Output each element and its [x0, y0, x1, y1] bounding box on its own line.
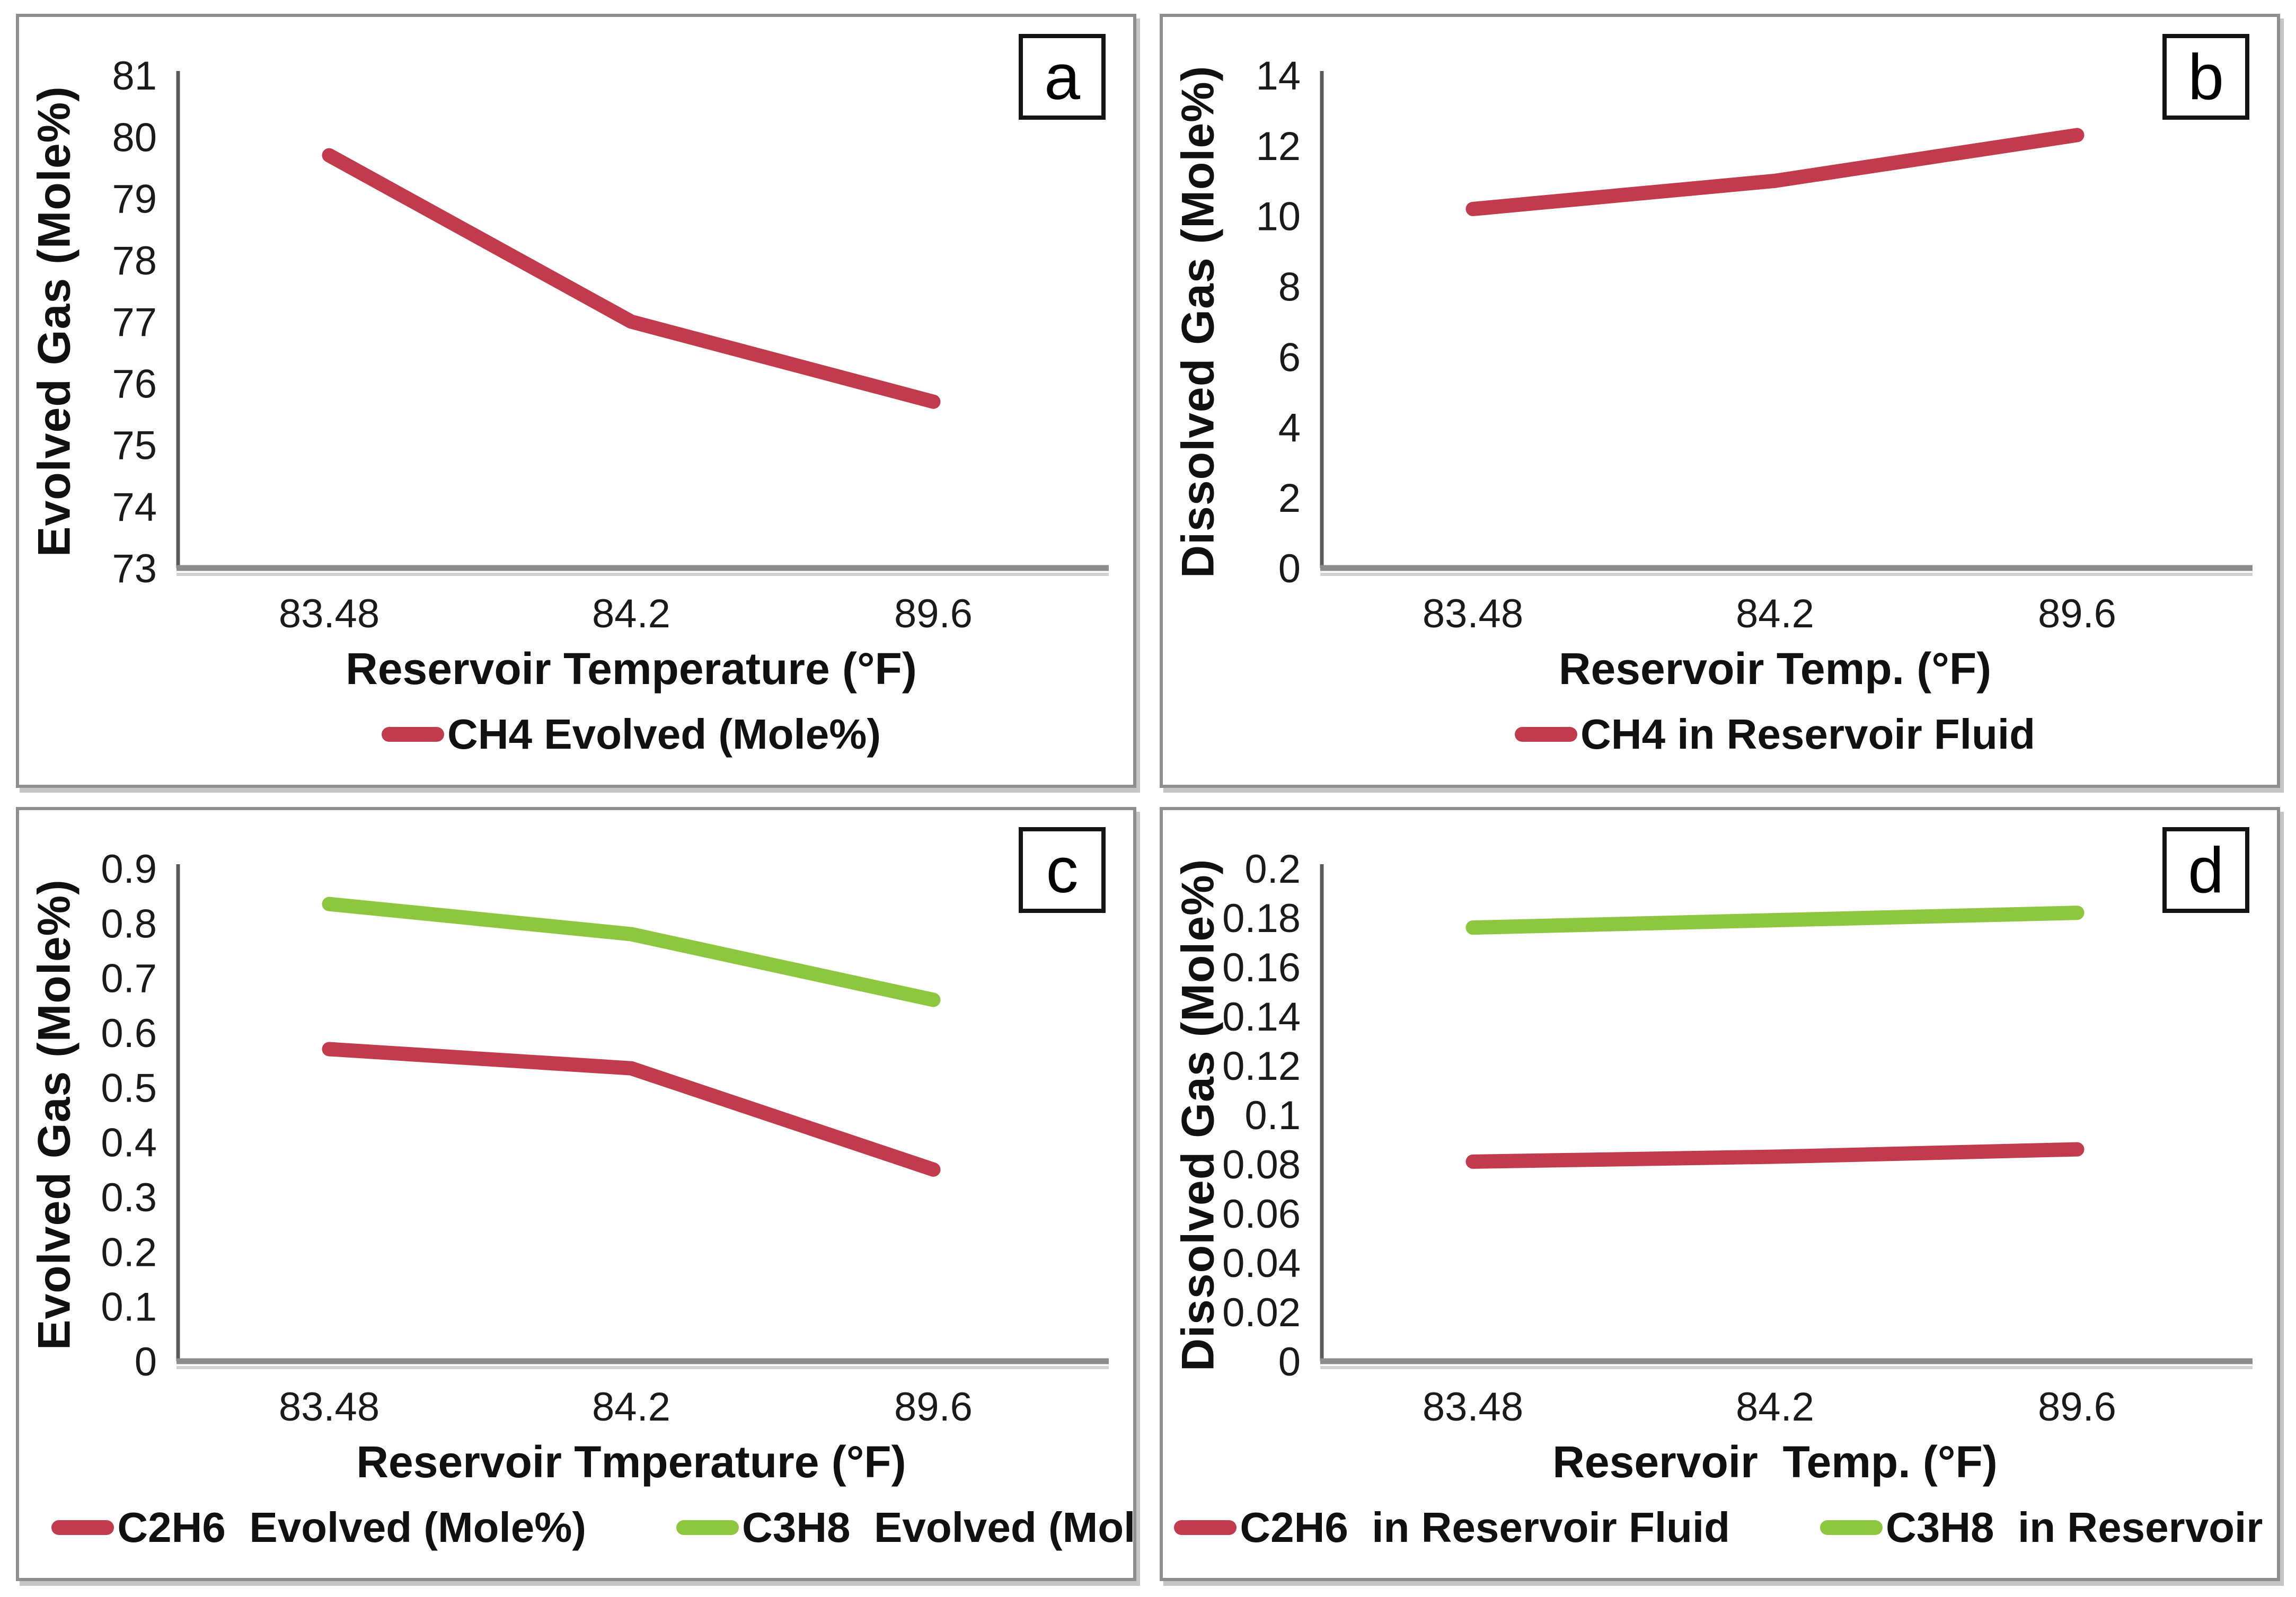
svg-text:0.7: 0.7 [101, 956, 157, 1001]
legend: C2H6 Evolved (Mole%) C3H8 Evolved (Mole%… [51, 1503, 1133, 1552]
legend-label: CH4 in Reservoir Fluid [1580, 711, 2035, 758]
legend-entry: C3H8 Evolved (Mole%) [676, 1503, 1136, 1552]
legend-label: C2H6 in Reservoir Fluid [1240, 1504, 1730, 1551]
svg-text:8: 8 [1278, 265, 1301, 310]
svg-text:76: 76 [112, 361, 157, 406]
svg-text:0.2: 0.2 [101, 1230, 157, 1275]
legend-label: CH4 Evolved (Mole%) [447, 711, 881, 758]
svg-text:0.12: 0.12 [1222, 1044, 1301, 1089]
y-axis-title: Dissolved Gas (Mole%) [1172, 65, 1224, 578]
panel-b: 14 12 10 8 6 4 2 0 83.48 84.2 89.6 Dissolved Gas (… [1160, 14, 2280, 788]
x-axis-title: Reservoir Tmperature (°F) [356, 1437, 906, 1487]
svg-text:89.6: 89.6 [894, 1385, 973, 1430]
x-axis-title: Reservoir Temp. (°F) [1558, 644, 1992, 694]
svg-text:0: 0 [1278, 546, 1301, 591]
svg-text:89.6: 89.6 [2038, 1385, 2116, 1430]
svg-text:84.2: 84.2 [1736, 1385, 1814, 1430]
svg-text:0.6: 0.6 [101, 1011, 157, 1056]
svg-text:0.9: 0.9 [101, 847, 157, 892]
svg-text:10: 10 [1256, 194, 1301, 239]
svg-text:83.48: 83.48 [1423, 591, 1523, 636]
svg-text:77: 77 [112, 300, 157, 345]
panel-letter-badge: c [1019, 827, 1106, 913]
svg-text:83.48: 83.48 [1423, 1385, 1523, 1430]
legend-label: C3H8 in Reservoir Fluid [1886, 1504, 2277, 1551]
y-axis-title: Evolved Gas (Mole%) [29, 86, 80, 557]
legend-entry: C2H6 in Reservoir Fluid [1174, 1503, 1730, 1552]
legend-line-swatch [1820, 1520, 1883, 1535]
svg-text:84.2: 84.2 [592, 591, 670, 636]
svg-text:0.06: 0.06 [1222, 1192, 1301, 1237]
panel-a: 81 80 79 78 77 76 75 74 73 83.48 84.2 89.6 Evolved … [16, 14, 1136, 788]
legend-label: C2H6 Evolved (Mole%) [117, 1504, 586, 1551]
legend-line-swatch [382, 727, 445, 742]
svg-text:84.2: 84.2 [592, 1385, 670, 1430]
legend-line-swatch [676, 1520, 739, 1535]
legend-entry: CH4 Evolved (Mole%) [382, 710, 881, 759]
svg-text:0.2: 0.2 [1244, 847, 1301, 892]
legend-line-swatch [51, 1520, 114, 1535]
x-axis-title: Reservoir Temp. (°F) [1552, 1437, 1998, 1487]
y-axis-title: Dissolved Gas (Mole%) [1172, 858, 1224, 1371]
svg-text:80: 80 [112, 115, 157, 160]
svg-text:0.08: 0.08 [1222, 1142, 1301, 1187]
svg-text:83.48: 83.48 [279, 591, 379, 636]
svg-text:0.18: 0.18 [1222, 896, 1301, 941]
svg-text:81: 81 [112, 54, 157, 99]
svg-text:79: 79 [112, 177, 157, 222]
svg-text:0.8: 0.8 [101, 901, 157, 946]
legend-line-swatch [1515, 727, 1578, 742]
svg-text:6: 6 [1278, 335, 1301, 380]
line-chart-ch4-dissolved: 14 12 10 8 6 4 2 0 83.48 84.2 89.6 [1256, 54, 2253, 636]
svg-text:14: 14 [1256, 54, 1301, 99]
svg-text:0.1: 0.1 [1244, 1093, 1301, 1138]
x-axis-title: Reservoir Temperature (°F) [346, 644, 917, 694]
svg-text:0.16: 0.16 [1222, 945, 1301, 990]
legend: C2H6 in Reservoir Fluid C3H8 in Reservoi… [1174, 1503, 2277, 1552]
panel-c: 0.9 0.8 0.7 0.6 0.5 0.4 0.3 0.2 0.1 0 83.48 84.2 89.… [16, 807, 1136, 1581]
legend-entry: C3H8 in Reservoir Fluid [1820, 1503, 2277, 1552]
svg-text:75: 75 [112, 423, 157, 468]
svg-text:0: 0 [135, 1339, 157, 1385]
panel-letter-badge: a [1019, 34, 1106, 120]
svg-text:89.6: 89.6 [2038, 591, 2116, 636]
legend: CH4 Evolved (Mole%) [178, 710, 1084, 759]
svg-text:12: 12 [1256, 124, 1301, 169]
svg-text:73: 73 [112, 546, 157, 591]
svg-text:0.04: 0.04 [1222, 1241, 1301, 1286]
line-chart-c2h6-c3h8-dissolved: 0.20.180.16 0.140.120.10.08 0.060.040.020 8… [1222, 847, 2253, 1430]
legend-entry: CH4 in Reservoir Fluid [1515, 710, 2035, 759]
panel-letter-badge: d [2162, 827, 2249, 913]
svg-text:0.1: 0.1 [101, 1285, 157, 1330]
svg-text:83.48: 83.48 [279, 1385, 379, 1430]
svg-text:2: 2 [1278, 476, 1301, 521]
line-chart-ch4-evolved: 81 80 79 78 77 76 75 74 73 83.48 84.2 89.6 [112, 54, 1109, 636]
legend-label: C3H8 Evolved (Mole%) [742, 1504, 1136, 1551]
line-chart-c2h6-c3h8-evolved: 0.9 0.8 0.7 0.6 0.5 0.4 0.3 0.2 0.1 0 83.48 84.2 89.… [101, 847, 1109, 1430]
legend-entry: C2H6 Evolved (Mole%) [51, 1503, 586, 1552]
svg-text:84.2: 84.2 [1736, 591, 1814, 636]
svg-text:74: 74 [112, 485, 157, 530]
svg-text:78: 78 [112, 238, 157, 283]
svg-text:89.6: 89.6 [894, 591, 973, 636]
legend-line-swatch [1174, 1520, 1237, 1535]
svg-text:0: 0 [1278, 1339, 1301, 1385]
svg-text:0.14: 0.14 [1222, 995, 1301, 1040]
panel-letter-badge: b [2162, 34, 2249, 120]
legend: CH4 in Reservoir Fluid [1322, 710, 2228, 759]
panel-d: 0.2 0.18 0.16 0.14 0.12 0.1 0.08 0.06 0.04 0.02 0 8… [1160, 807, 2280, 1581]
svg-text:0.02: 0.02 [1222, 1290, 1301, 1335]
y-axis-title: Evolved Gas (Mole%) [29, 879, 80, 1351]
svg-text:0.3: 0.3 [101, 1175, 157, 1220]
svg-text:0.4: 0.4 [101, 1121, 157, 1166]
svg-text:4: 4 [1278, 405, 1301, 450]
svg-text:0.5: 0.5 [101, 1066, 157, 1111]
